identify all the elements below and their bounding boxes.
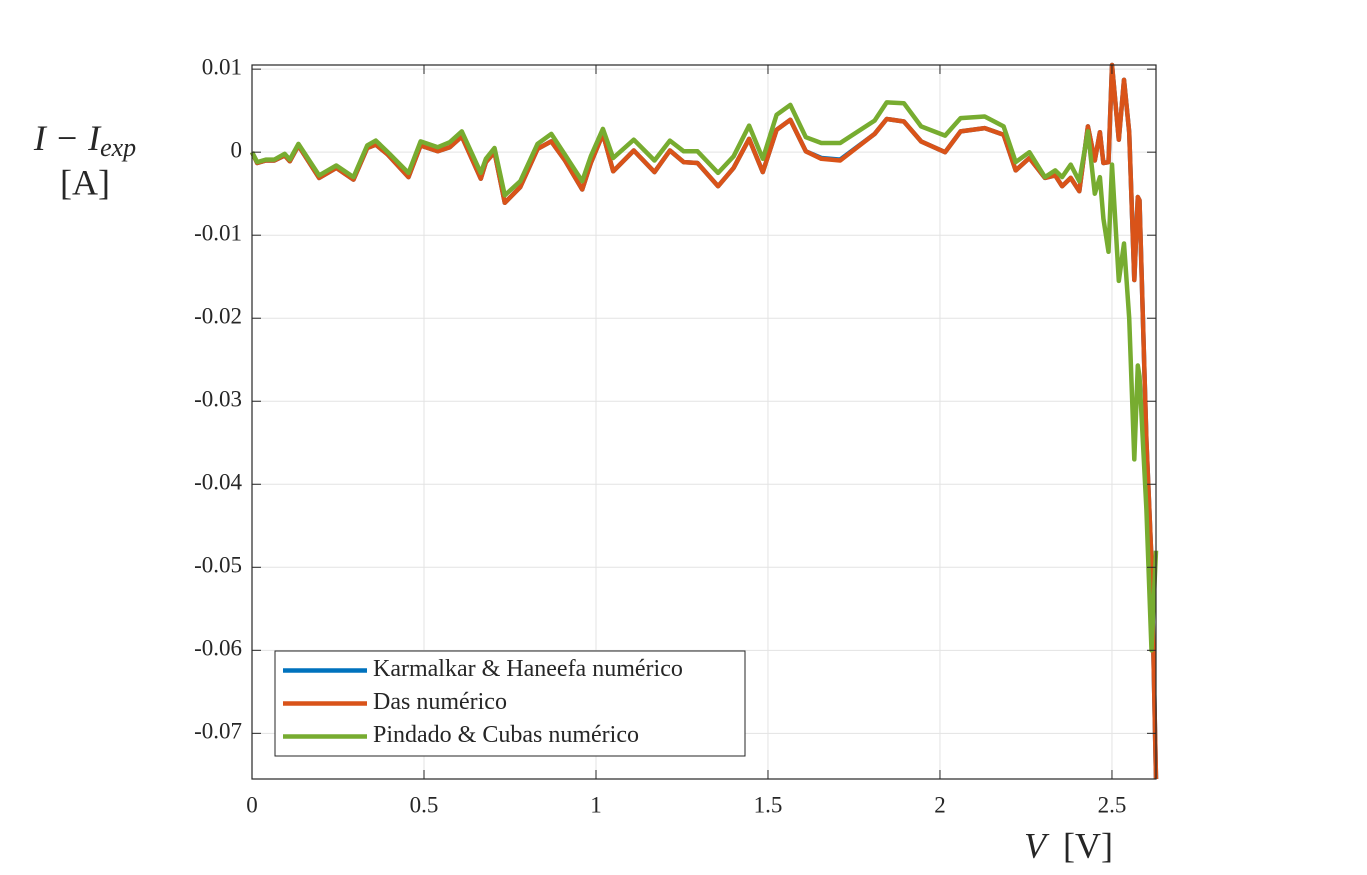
y-tick-label: -0.07 bbox=[194, 719, 242, 744]
legend-label: Pindado & Cubas numérico bbox=[373, 722, 639, 748]
y-tick-label: -0.02 bbox=[194, 304, 242, 329]
data-line bbox=[250, 100, 1159, 653]
x-tick-label: 2 bbox=[934, 792, 946, 817]
y-tick-label: -0.01 bbox=[194, 220, 242, 245]
x-tick-label: 1.5 bbox=[754, 792, 783, 817]
legend-label: Karmalkar & Haneefa numérico bbox=[373, 656, 683, 682]
y-tick-label: -0.05 bbox=[194, 553, 242, 578]
axes-box bbox=[251, 64, 1157, 780]
x-tick-label: 0 bbox=[246, 792, 258, 817]
y-axis-label: I − Iexp bbox=[33, 118, 136, 162]
y-axis-label-main: I − I bbox=[33, 118, 102, 158]
y-tick-label: 0 bbox=[231, 137, 243, 162]
y-tick-label: 0.01 bbox=[202, 54, 242, 79]
legend-label: Das numérico bbox=[373, 689, 507, 715]
legend: Karmalkar & Haneefa numérico Das numérico… bbox=[274, 650, 746, 757]
y-tick-label: -0.03 bbox=[194, 387, 242, 412]
y-axis-unit: [A] bbox=[60, 162, 110, 202]
y-tick-label: -0.06 bbox=[194, 636, 242, 661]
x-axis-unit: [V] bbox=[1063, 825, 1113, 865]
x-tick-label: 2.5 bbox=[1098, 792, 1127, 817]
x-tick-label: 1 bbox=[590, 792, 602, 817]
y-tick-label: -0.04 bbox=[194, 470, 242, 495]
y-axis-label-subscript: exp bbox=[100, 133, 136, 162]
x-tick-label: 0.5 bbox=[410, 792, 439, 817]
x-axis-label: V bbox=[1024, 825, 1050, 865]
